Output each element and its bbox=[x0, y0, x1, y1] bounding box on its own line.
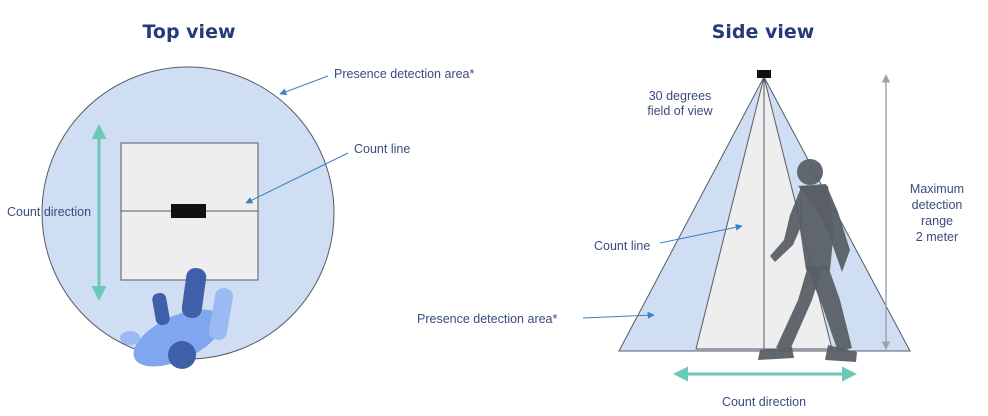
side-range-label-line3: range bbox=[921, 214, 953, 228]
top-presence-label: Presence detection area* bbox=[334, 67, 475, 81]
side-range-label-line4: 2 meter bbox=[916, 230, 958, 244]
top-count-line-pointer bbox=[245, 152, 349, 204]
side-presence-label: Presence detection area* bbox=[417, 312, 558, 326]
top-count-direction-label: Count direction bbox=[7, 205, 91, 219]
side-presence-pointer bbox=[582, 311, 655, 319]
top-view-title: Top view bbox=[142, 21, 235, 43]
side-view-title: Side view bbox=[712, 21, 815, 43]
side-view-panel: Side view Maximum detection range 2 mete… bbox=[417, 21, 964, 409]
top-sensor bbox=[171, 204, 206, 218]
top-presence-pointer bbox=[279, 75, 329, 96]
side-person-figure bbox=[758, 159, 857, 362]
side-count-line-label: Count line bbox=[594, 239, 650, 253]
side-count-direction-label: Count direction bbox=[722, 395, 806, 409]
side-range-label-line1: Maximum bbox=[910, 182, 964, 196]
side-fov-label-line2: field of view bbox=[647, 104, 713, 118]
side-fov-label-line1: 30 degrees bbox=[649, 89, 712, 103]
side-sensor bbox=[757, 70, 771, 78]
side-count-line-pointer bbox=[659, 223, 743, 244]
top-view-panel: Top view Count direction Presence detect… bbox=[7, 21, 475, 369]
top-count-line-label: Count line bbox=[354, 142, 410, 156]
top-person-figure bbox=[120, 268, 234, 369]
side-range-label-line2: detection bbox=[912, 198, 963, 212]
